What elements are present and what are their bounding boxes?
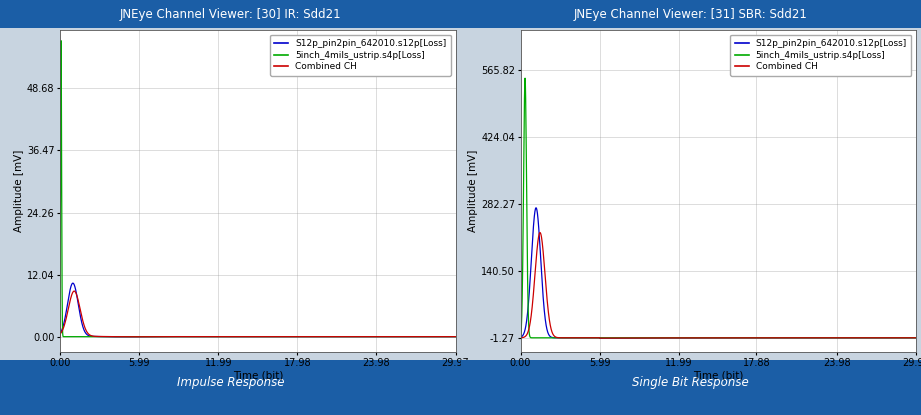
Legend: S12p_pin2pin_642010.s12p[Loss], 5inch_4mils_ustrip.s4p[Loss], Combined CH: S12p_pin2pin_642010.s12p[Loss], 5inch_4m… [730, 34, 912, 76]
Text: JNEye Channel Viewer: [31] SBR: Sdd21: JNEye Channel Viewer: [31] SBR: Sdd21 [574, 7, 808, 20]
X-axis label: Time (bit): Time (bit) [233, 370, 283, 380]
Text: Impulse Response: Impulse Response [177, 376, 284, 388]
Legend: S12p_pin2pin_642010.s12p[Loss], 5inch_4mils_ustrip.s4p[Loss], Combined CH: S12p_pin2pin_642010.s12p[Loss], 5inch_4m… [270, 34, 451, 76]
X-axis label: Time (bit): Time (bit) [694, 370, 743, 380]
Text: JNEye Channel Viewer: [30] IR: Sdd21: JNEye Channel Viewer: [30] IR: Sdd21 [120, 7, 341, 20]
Text: Single Bit Response: Single Bit Response [633, 376, 749, 388]
Y-axis label: Amplitude [mV]: Amplitude [mV] [468, 150, 478, 232]
Y-axis label: Amplitude [mV]: Amplitude [mV] [14, 150, 24, 232]
